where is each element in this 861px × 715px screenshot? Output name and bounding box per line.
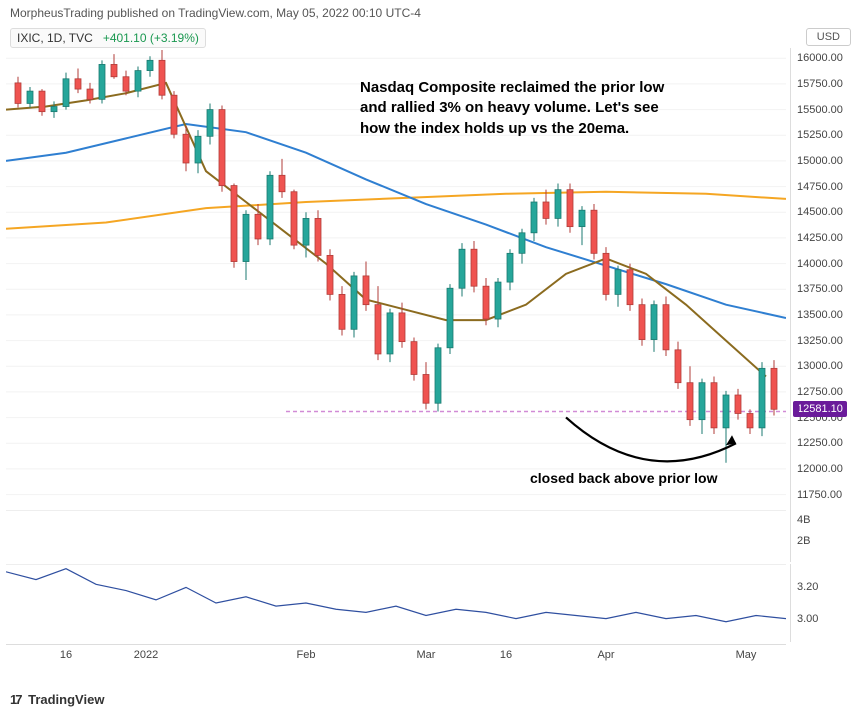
time-x-tick: Apr: [597, 649, 614, 661]
time-x-axis[interactable]: 16 2022 Feb Mar 16 Apr May: [6, 644, 786, 664]
time-x-tick: 2022: [134, 649, 158, 661]
symbol-info-bar[interactable]: IXIC, 1D, TVC +401.10 (+3.19%): [10, 28, 206, 48]
symbol-label: IXIC, 1D, TVC: [17, 31, 93, 45]
time-x-tick: 16: [60, 649, 72, 661]
annotation-callout: closed back above prior low: [530, 470, 718, 486]
price-y-tick: 15500.00: [797, 104, 843, 116]
time-x-tick: 16: [500, 649, 512, 661]
price-change-abs: +401.10: [103, 31, 147, 45]
price-y-tick: 12750.00: [797, 386, 843, 398]
price-y-tick: 13250.00: [797, 335, 843, 347]
price-change-pct: (+3.19%): [150, 31, 199, 45]
price-y-tick: 16000.00: [797, 52, 843, 64]
price-y-tick: 14750.00: [797, 181, 843, 193]
publisher-header: MorpheusTrading published on TradingView…: [10, 6, 421, 20]
price-y-tick: 12000.00: [797, 463, 843, 475]
indicator-y-axis[interactable]: 3.20 3.00: [790, 564, 856, 642]
price-y-tick: 11750.00: [797, 489, 842, 501]
time-x-tick: May: [736, 649, 757, 661]
annotation-main: Nasdaq Composite reclaimed the prior low…: [360, 78, 690, 139]
price-y-tick: 14500.00: [797, 206, 843, 218]
volume-panel[interactable]: [6, 510, 786, 562]
currency-badge[interactable]: USD: [806, 28, 851, 46]
volume-svg: [6, 510, 786, 562]
indicator-panel[interactable]: [6, 564, 786, 642]
price-y-tick: 15250.00: [797, 129, 843, 141]
tradingview-logo[interactable]: 17 TradingView: [10, 692, 104, 707]
price-y-tick: 15750.00: [797, 78, 843, 90]
time-x-tick: Mar: [417, 649, 436, 661]
price-y-axis[interactable]: 11750.0012000.0012250.0012500.0012750.00…: [790, 48, 856, 510]
indicator-svg: [6, 564, 786, 642]
price-y-tick: 12250.00: [797, 437, 843, 449]
indicator-y-tick: 3.20: [797, 581, 818, 593]
price-y-tick: 13500.00: [797, 309, 843, 321]
indicator-y-tick: 3.00: [797, 613, 818, 625]
volume-y-tick: 4B: [797, 514, 810, 526]
volume-y-axis[interactable]: 4B 2B: [790, 510, 856, 562]
last-price-tag: 12581.10: [793, 401, 847, 417]
brand-text: TradingView: [28, 692, 104, 707]
tv-icon: 17: [10, 692, 20, 707]
time-x-tick: Feb: [297, 649, 316, 661]
price-y-tick: 13750.00: [797, 283, 843, 295]
price-y-tick: 15000.00: [797, 155, 843, 167]
price-y-tick: 13000.00: [797, 360, 843, 372]
price-y-tick: 14000.00: [797, 258, 843, 270]
price-y-tick: 14250.00: [797, 232, 843, 244]
volume-y-tick: 2B: [797, 535, 810, 547]
